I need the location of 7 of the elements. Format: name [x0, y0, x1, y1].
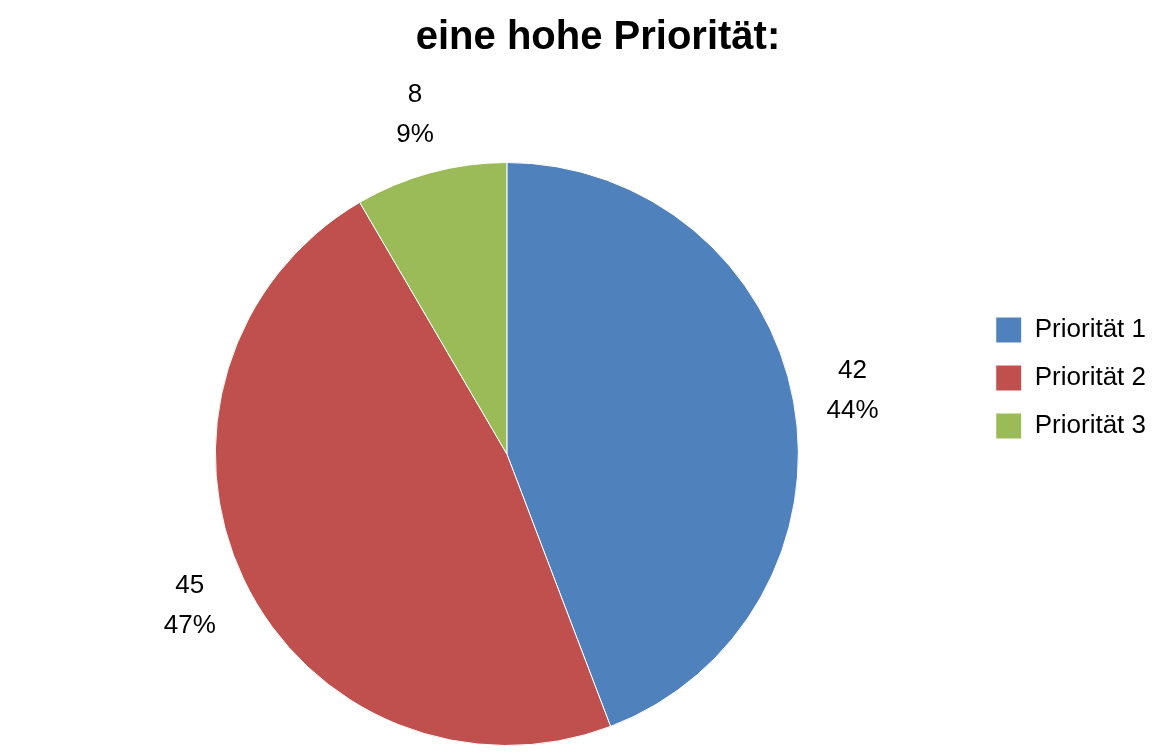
legend-label: Priorität 1 — [1034, 313, 1146, 344]
legend-label: Priorität 2 — [1034, 361, 1146, 392]
data-label: 8 9% — [396, 77, 434, 148]
data-label: 45 47% — [163, 568, 216, 639]
chart-title: eine hohe Priorität: — [415, 13, 781, 58]
legend-label: Priorität 3 — [1034, 409, 1146, 440]
data-label: 42 44% — [826, 353, 879, 424]
